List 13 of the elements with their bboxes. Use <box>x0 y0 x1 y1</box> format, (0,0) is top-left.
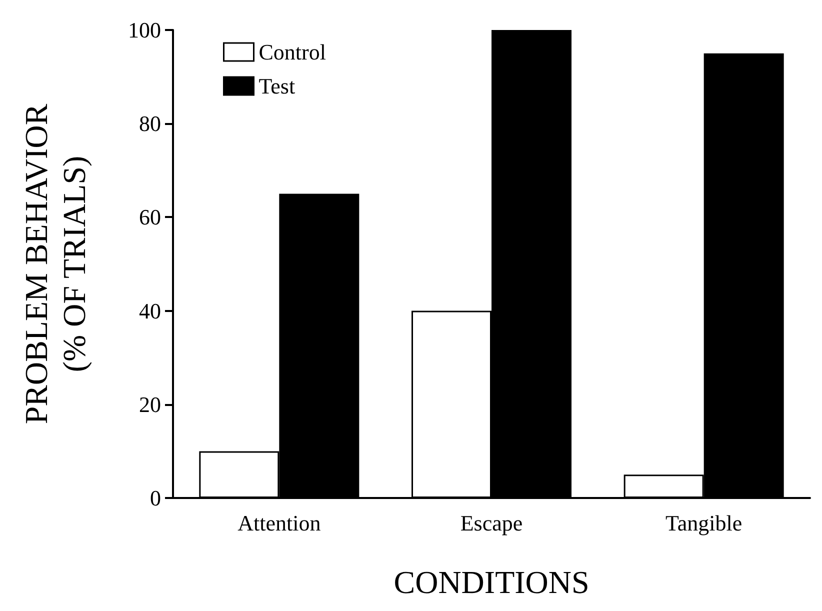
legend-label: Control <box>258 40 326 64</box>
x-tick-label: Attention <box>238 510 321 536</box>
y-tick-label: 40 <box>139 298 161 324</box>
y-tick-label: 60 <box>139 204 161 230</box>
y-axis-title: PROBLEM BEHAVIOR (% OF TRIALS) <box>18 103 92 424</box>
legend-label: Test <box>258 74 296 98</box>
y-tick-label: 20 <box>139 392 161 417</box>
y-tick-label: 80 <box>139 111 161 136</box>
y-tick-label: 100 <box>128 18 161 42</box>
x-axis-title: CONDITIONS <box>394 564 590 600</box>
y-tick-label: 0 <box>150 486 161 510</box>
x-tick-label: Escape <box>460 510 523 536</box>
x-tick-label: Tangible <box>666 510 742 536</box>
